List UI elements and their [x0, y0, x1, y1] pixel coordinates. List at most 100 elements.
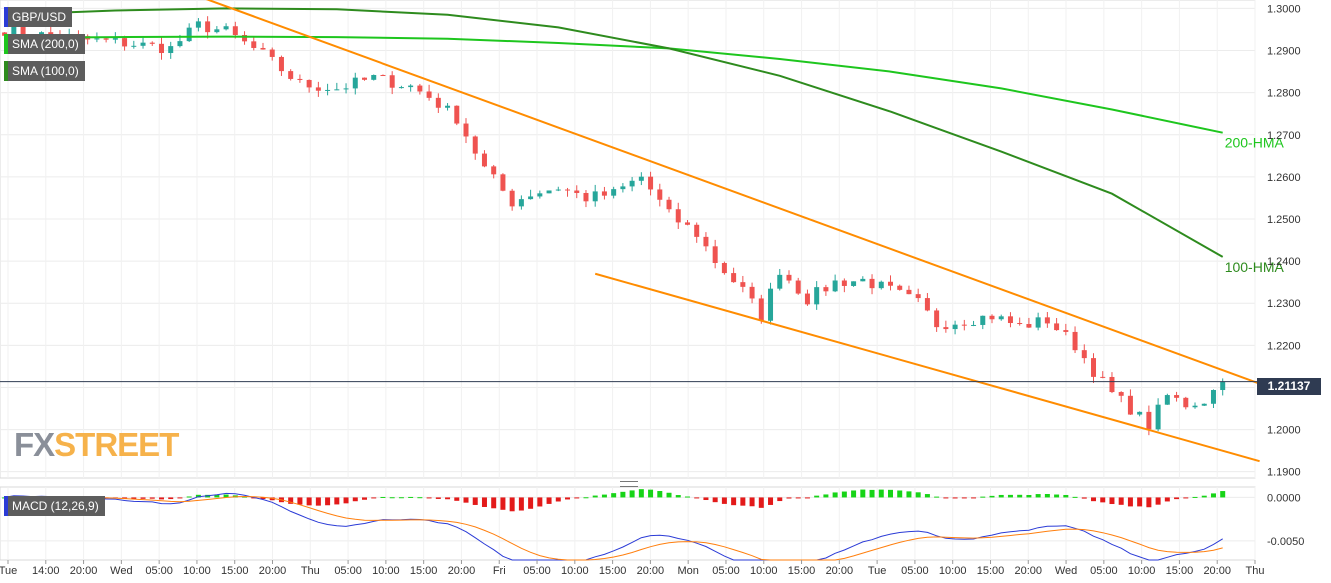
macd-histogram-bar	[565, 497, 571, 500]
time-tick-label: 15:00	[977, 565, 1005, 577]
legend-symbol[interactable]: GBP/USD	[4, 7, 73, 27]
candle-body	[878, 281, 884, 289]
candle-body	[380, 75, 386, 77]
time-tick-label: 20:00	[1015, 565, 1043, 577]
candle-body	[297, 78, 303, 80]
macd-histogram-bar	[869, 489, 875, 498]
macd-histogram-bar	[555, 497, 561, 502]
time-tick-label: 14:00	[32, 565, 60, 577]
candle-body	[629, 180, 635, 187]
candle-body	[934, 310, 940, 328]
candle-body	[565, 189, 571, 191]
macd-histogram-bar	[786, 497, 792, 499]
candle-body	[832, 280, 838, 292]
candle-body	[971, 324, 977, 326]
candle-body	[445, 105, 451, 108]
price-tick-label: 1.2900	[1267, 46, 1301, 58]
time-tick-label: 10:00	[1128, 565, 1156, 577]
time-tick-label: 05:00	[901, 565, 929, 577]
macd-histogram-bar	[288, 497, 294, 504]
time-tick-label: Tue	[0, 565, 17, 577]
macd-histogram-bar	[721, 497, 727, 504]
macd-histogram-bar	[149, 497, 155, 499]
macd-histogram-bar	[601, 494, 607, 498]
macd-histogram-bar	[998, 494, 1004, 498]
macd-histogram-bar	[878, 489, 884, 498]
candle-body	[980, 315, 986, 325]
time-tick-label: 20:00	[70, 565, 98, 577]
macd-histogram-bar	[703, 497, 709, 501]
legend-sma200-swatch	[4, 34, 8, 54]
legend-sma200[interactable]: SMA (200,0)	[4, 34, 85, 54]
macd-histogram-bar	[1118, 497, 1124, 505]
candle-body	[887, 281, 893, 286]
macd-histogram-bar	[666, 492, 672, 498]
macd-histogram-bar	[740, 497, 746, 506]
candle-body	[500, 174, 506, 191]
macd-histogram-bar	[297, 497, 303, 505]
macd-histogram-bar	[472, 497, 478, 505]
candle-body	[1072, 331, 1078, 351]
price-tick-label: 1.2400	[1267, 256, 1301, 268]
macd-histogram-bar	[1183, 497, 1189, 499]
legend-sma100-swatch	[4, 61, 8, 81]
time-tick-label: 10:00	[939, 565, 967, 577]
macd-histogram-bar	[1100, 497, 1106, 503]
candle-body	[454, 105, 460, 124]
legend-symbol-swatch	[4, 7, 8, 27]
macd-histogram-bar	[980, 496, 986, 498]
macd-histogram-bar	[177, 497, 183, 499]
time-tick-label: 15:00	[788, 565, 816, 577]
candle-body	[362, 77, 368, 80]
candle-body	[426, 91, 432, 98]
legend-sma100[interactable]: SMA (100,0)	[4, 61, 85, 81]
candle-body	[214, 29, 220, 33]
candle-body	[943, 327, 949, 330]
candle-body	[555, 189, 561, 191]
panel-resize-handle[interactable]	[620, 481, 638, 487]
macd-histogram-bar	[620, 491, 626, 498]
candle-body	[242, 34, 248, 42]
candle-body	[260, 47, 266, 50]
macd-histogram-bar	[1063, 494, 1069, 498]
candle-body	[325, 89, 331, 91]
time-tick-label: 05:00	[145, 565, 173, 577]
macd-histogram-bar	[1127, 497, 1133, 507]
candle-body	[1146, 411, 1152, 430]
macd-histogram-bar	[306, 497, 312, 506]
candle-body	[417, 85, 423, 92]
macd-histogram-bar	[897, 490, 903, 498]
candle-body	[1035, 317, 1041, 328]
macd-histogram-bar	[168, 497, 174, 500]
candle-body	[897, 285, 903, 290]
macd-histogram-bar	[924, 494, 930, 498]
macd-histogram-bar	[269, 497, 275, 501]
macd-histogram-bar	[851, 490, 857, 498]
candle-body	[998, 316, 1004, 320]
macd-histogram-bar	[592, 495, 598, 498]
time-tick-label: 05:00	[1090, 565, 1118, 577]
watermark-street: STREET	[54, 426, 179, 463]
candle-body	[140, 42, 146, 46]
macd-histogram-bar	[971, 497, 977, 499]
candle-body	[546, 190, 552, 194]
candle-body	[232, 26, 238, 35]
legend-macd[interactable]: MACD (12,26,9)	[4, 496, 105, 516]
price-tick-label: 1.2700	[1267, 130, 1301, 142]
macd-histogram-bar	[1164, 497, 1170, 502]
time-tick-label: Tue	[868, 565, 887, 577]
macd-histogram-bar	[1201, 495, 1207, 498]
macd-histogram-bar	[887, 489, 893, 498]
candle-body	[1183, 397, 1189, 408]
macd-histogram-bar	[158, 497, 164, 500]
macd-histogram-bar	[537, 497, 543, 507]
macd-histogram-bar	[1137, 497, 1143, 507]
time-tick-label: Mon	[677, 565, 698, 577]
watermark-fx: FX	[14, 426, 55, 463]
macd-histogram-bar	[186, 496, 192, 498]
candle-body	[592, 191, 598, 202]
macd-histogram-bar	[1081, 497, 1087, 499]
macd-histogram-bar	[915, 492, 921, 498]
candle-body	[1017, 323, 1023, 325]
